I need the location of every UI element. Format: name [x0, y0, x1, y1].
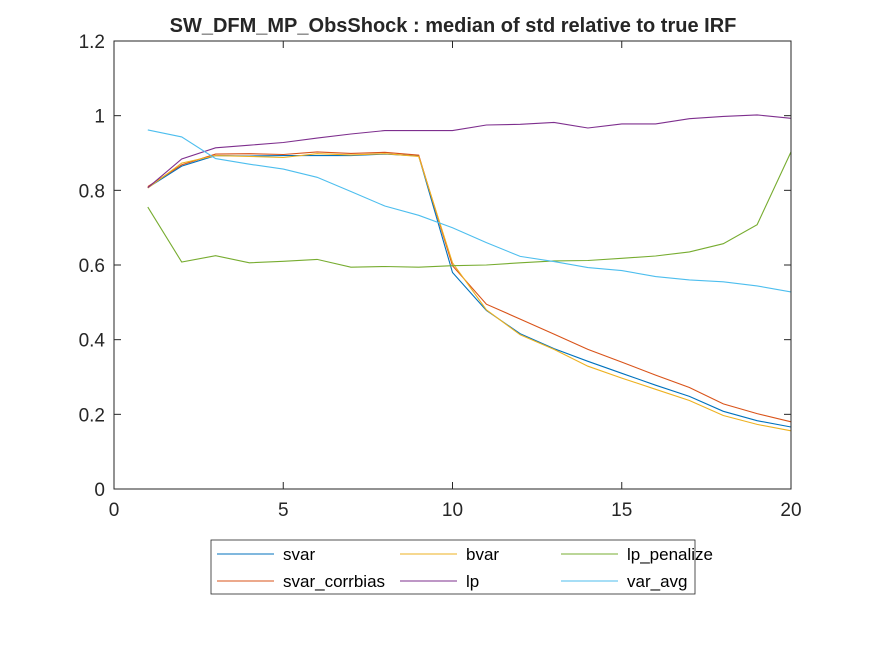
x-tick-label: 10 — [442, 500, 463, 521]
x-tick-label: 20 — [780, 500, 801, 521]
series-line-lp — [147, 114, 792, 189]
series-line-svar-corrbias — [147, 151, 792, 423]
series-line-var-avg — [147, 129, 792, 293]
legend-box — [210, 539, 696, 595]
axis-layer: 0 5 10 15 20 0 0.2 0.4 0.6 0.8 1 1.2 — [79, 32, 802, 521]
legend-label-svar: svar — [283, 545, 315, 564]
series-line-bvar — [147, 153, 792, 432]
series-layer — [147, 114, 792, 432]
series-line-svar — [147, 153, 792, 428]
y-tick-label: 0.8 — [79, 181, 105, 202]
chart-title: SW_DFM_MP_ObsShock : median of std relat… — [170, 15, 737, 37]
legend-label-bvar: bvar — [466, 545, 499, 564]
y-tick-label: 0 — [94, 480, 105, 501]
legend: svar svar_corrbias bvar lp lp_penalize var_av… — [210, 539, 713, 595]
legend-label-svar-corrbias: svar_corrbias — [283, 572, 385, 591]
y-tick-label: 0.4 — [79, 331, 106, 352]
x-tick-label: 15 — [611, 500, 632, 521]
y-tick-label: 1.2 — [79, 32, 105, 53]
x-tick-label: 5 — [278, 500, 289, 521]
y-tick-label: 1 — [94, 107, 105, 128]
series-line-lp-penalize — [147, 151, 792, 268]
y-tick-label: 0.6 — [79, 256, 105, 277]
x-tick-label: 0 — [109, 500, 120, 521]
legend-label-lp-penalize: lp_penalize — [627, 545, 713, 564]
legend-label-lp: lp — [466, 572, 479, 591]
y-tick-label: 0.2 — [79, 405, 105, 426]
legend-label-var-avg: var_avg — [627, 572, 687, 591]
